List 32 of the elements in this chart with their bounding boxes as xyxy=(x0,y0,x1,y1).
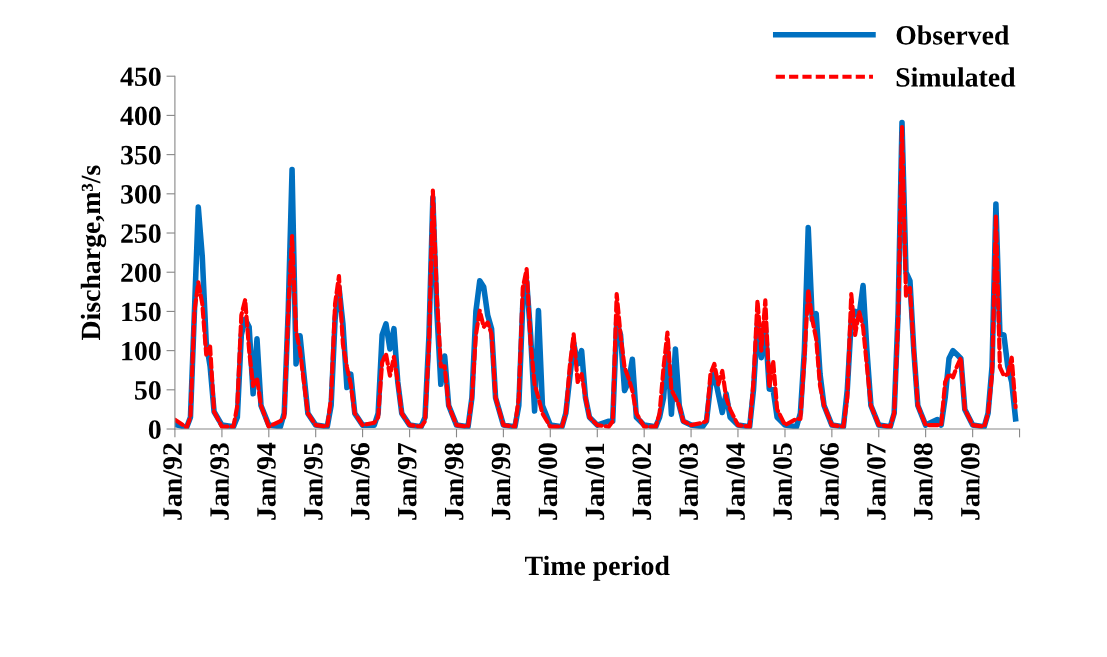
y-tick-label: 100 xyxy=(122,341,161,361)
x-tick-label: Jan/97 xyxy=(397,442,417,520)
x-tick-label: Jan/93 xyxy=(210,443,229,520)
x-tick-label: Jan/06 xyxy=(820,443,839,520)
y-tick-label: 250 xyxy=(121,224,161,243)
y-tick-label: 200 xyxy=(121,263,161,283)
x-tick-label: Jan/01 xyxy=(585,443,605,520)
y-tick-label: 0 xyxy=(148,420,161,439)
x-tick-label: Jan/02 xyxy=(632,443,652,520)
y-tick-label: 300 xyxy=(121,184,161,204)
x-axis-title: Time period xyxy=(524,555,670,581)
x-tick-label: Jan/99 xyxy=(491,443,511,520)
y-axis-title: Discharge,m³/s xyxy=(80,165,107,340)
x-tick-label: Jan/03 xyxy=(679,443,699,520)
y-tick-label: 150 xyxy=(122,302,161,322)
x-tick-label: Jan/92 xyxy=(163,443,182,520)
legend-label: Simulated xyxy=(896,67,1016,87)
x-tick-label: Jan/07 xyxy=(866,442,886,520)
x-tick-label: Jan/95 xyxy=(303,443,323,520)
y-tick-label: 350 xyxy=(121,145,161,165)
x-tick-label: Jan/09 xyxy=(960,443,980,520)
legend-label: Observed xyxy=(896,25,1010,45)
x-tick-label: Jan/08 xyxy=(913,443,933,520)
x-tick-label: Jan/05 xyxy=(773,443,792,520)
y-tick-label: 450 xyxy=(120,67,161,87)
x-tick-label: Jan/00 xyxy=(538,443,558,520)
x-tick-label: Jan/04 xyxy=(726,442,745,520)
x-tick-label: Jan/98 xyxy=(444,443,464,520)
x-tick-label: Jan/96 xyxy=(350,443,370,520)
y-tick-label: 50 xyxy=(135,380,161,400)
y-tick-label: 400 xyxy=(120,106,161,126)
x-tick-label: Jan/94 xyxy=(257,442,276,520)
